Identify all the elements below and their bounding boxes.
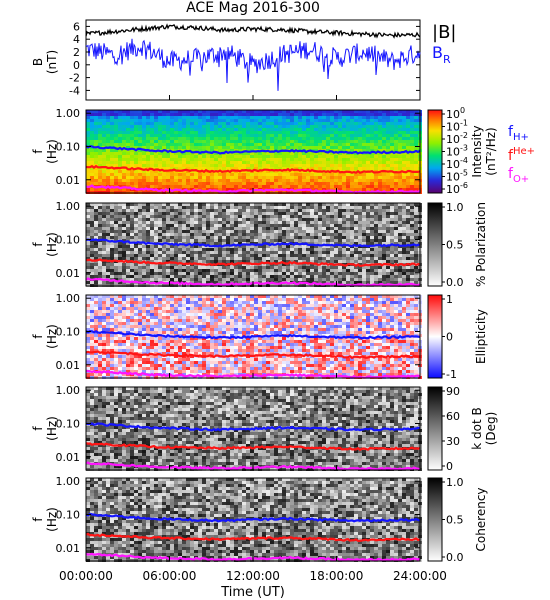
ylabel-top: f	[31, 149, 45, 154]
colorbar-tick-label: 0	[446, 331, 453, 344]
colorbar-tick-label: 1.0	[446, 201, 464, 214]
ytick-label: 0.01	[56, 359, 81, 372]
ytick-label: 0.10	[56, 325, 81, 338]
ytick-label: 0.01	[56, 267, 81, 280]
field-ytick-label: 6	[73, 20, 80, 33]
colorbar-label: Coherency	[474, 487, 488, 551]
xtick-label: 18:00:00	[310, 569, 364, 583]
legend-fhe: fHe+	[508, 146, 535, 164]
ylabel-top: f	[31, 517, 45, 522]
ylabel-top: f	[31, 334, 45, 339]
ytick-label: 0.10	[56, 140, 81, 153]
field-ytick-label: -4	[69, 84, 80, 97]
xtick-label: 06:00:00	[143, 569, 197, 583]
ytick-label: 1.00	[56, 200, 81, 213]
colorbar-label: Ellipticity	[474, 309, 488, 364]
colorbar-intensity	[428, 110, 442, 193]
field-ytick-label: 0	[73, 59, 80, 72]
field-ylabel-top: B	[31, 58, 45, 66]
gyro-legend: fH+ fHe+ fO+	[508, 124, 535, 185]
panel-kdotb: 1.00 0.10 0.01 f (Hz) 90 60 30 0 k dot B (Deg)	[31, 384, 498, 473]
panel-intensity: 1.000.100.01f (Hz)10010-110-210-310-410-5…	[31, 106, 498, 196]
colorbar-polarization	[428, 203, 442, 286]
colorbar-tick-label: 10-6	[446, 181, 468, 196]
ylabel-bottom: (Hz)	[45, 324, 59, 349]
colorbar-coherency	[428, 478, 442, 561]
ytick-label: 0.10	[56, 233, 81, 246]
xtick-label: 00:00:00	[59, 569, 113, 583]
colorbar-tick-label: -1	[446, 368, 457, 381]
ytick-label: 0.01	[56, 451, 81, 464]
colorbar-tick-label: 0	[446, 460, 453, 473]
xtick-label: 12:00:00	[226, 569, 280, 583]
colorbar-label: % Polarization	[474, 202, 488, 287]
colorbar-tick-label: 0.5	[446, 239, 464, 252]
ytick-label: 1.00	[56, 292, 81, 305]
colorbar-tick-label: 0.0	[446, 551, 464, 564]
colorbar-tick-label: 1	[446, 293, 453, 306]
colorbar-tick-label: 0.5	[446, 514, 464, 527]
ylabel-bottom: (Hz)	[45, 507, 59, 532]
ylabel-bottom: (Hz)	[45, 232, 59, 257]
colorbar-tick-label: 0.0	[446, 276, 464, 289]
ytick-label: 0.10	[56, 508, 81, 521]
colorbar-label-bottom: (Deg)	[484, 412, 498, 446]
colorbar-tick-label: 1.0	[446, 476, 464, 489]
field-ytick-label: -2	[69, 72, 80, 85]
colorbar-kdotb	[428, 387, 442, 470]
ylabel-bottom: (Hz)	[45, 416, 59, 441]
colorbar-label-top: Intensity	[470, 125, 484, 177]
legend-br: BR	[432, 43, 451, 66]
field-ytick-label: 2	[73, 46, 80, 59]
colorbar-tick-label: 30	[446, 435, 460, 448]
field-ytick-label: 4	[73, 33, 80, 46]
legend-fo: fO+	[508, 166, 529, 185]
legend-btotal: |B|	[432, 22, 456, 43]
panel-polarization: 1.00 0.10 0.01 f (Hz) 1.0 0.5 0.0 % Polarization	[31, 200, 488, 289]
panel-coherency: 1.00 0.10 0.01 f (Hz) 1.0 0.5 0.0 Coherency	[31, 475, 488, 564]
x-axis-label: Time (UT)	[220, 585, 285, 600]
colorbar-label-top: k dot B	[470, 407, 484, 449]
xtick-label: 24:00:00	[393, 569, 447, 583]
colorbar-tick-label: 90	[446, 385, 460, 398]
ylabel-top: f	[31, 426, 45, 431]
panel-ellipticity: 1.00 0.10 0.01 f (Hz) 1 0 -1 Ellipticity	[31, 292, 488, 381]
colorbar-label-bottom: (nT²/Hz)	[484, 127, 498, 175]
ylabel-top: f	[31, 242, 45, 247]
colorbar-ellipticity	[428, 295, 442, 378]
chart-title: ACE Mag 2016-300	[186, 0, 320, 16]
ytick-label: 1.00	[56, 384, 81, 397]
ytick-label: 0.10	[56, 417, 81, 430]
ytick-label: 1.00	[56, 475, 81, 488]
ytick-label: 0.01	[56, 542, 81, 555]
colorbar-tick-label: 60	[446, 410, 460, 423]
ytick-label: 0.01	[56, 174, 81, 187]
ylabel-bottom: (Hz)	[45, 139, 59, 164]
ytick-label: 1.00	[56, 107, 81, 120]
legend-fh: fH+	[508, 124, 529, 143]
field-ylabel-bottom: (nT)	[45, 50, 59, 74]
